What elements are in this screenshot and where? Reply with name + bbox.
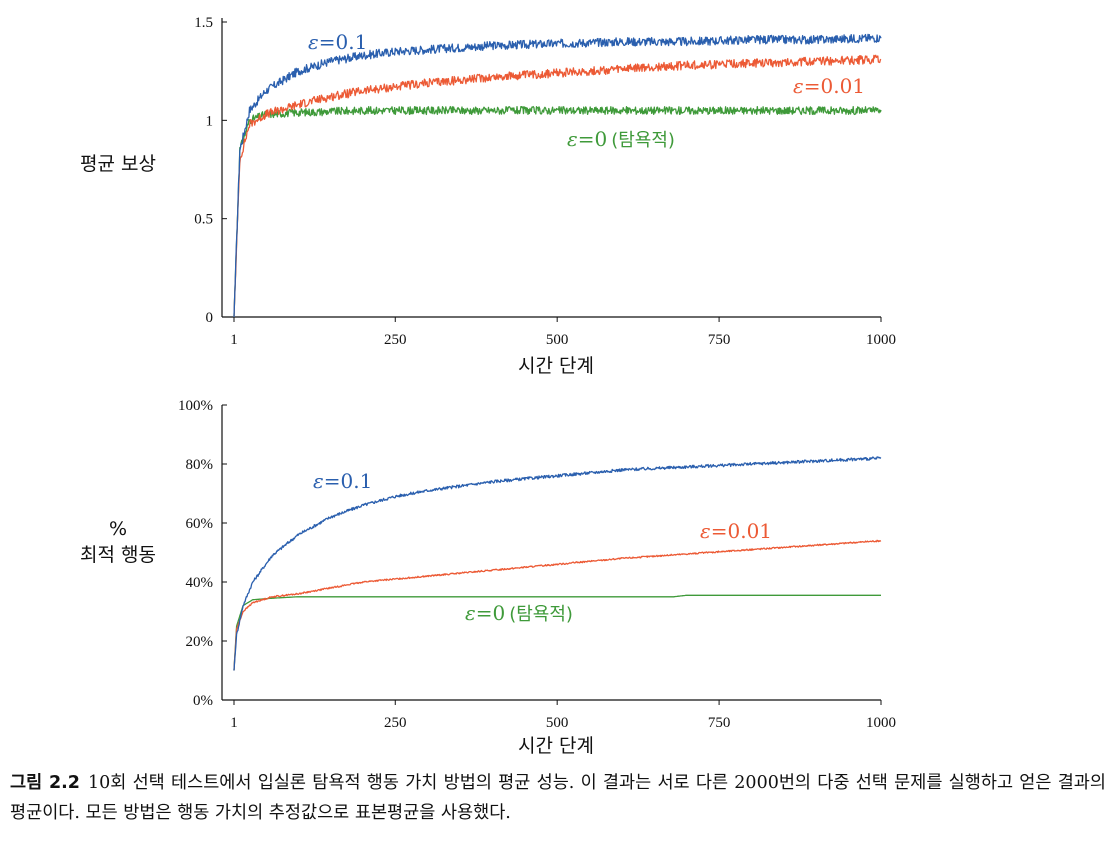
series-label: ε=0.1 <box>313 469 372 493</box>
x-tick-label: 1 <box>230 715 238 731</box>
y-tick-label: 60% <box>186 516 214 532</box>
series-label: ε=0 (탐욕적) <box>465 601 573 625</box>
caption-label: 그림 2.2 <box>10 773 80 793</box>
series-label: ε=0 (탐욕적) <box>567 127 675 151</box>
x-tick-label: 750 <box>708 715 731 731</box>
x-tick-label: 750 <box>708 332 731 348</box>
x-tick-label: 1000 <box>866 715 896 731</box>
y-axis-label: 평균 보상 <box>80 153 156 175</box>
x-tick-label: 500 <box>546 715 569 731</box>
x-axis-label: 시간 단계 <box>518 355 594 377</box>
series-label: ε=0.1 <box>308 30 367 54</box>
series-label: ε=0.01 <box>700 519 772 543</box>
x-axis-label: 시간 단계 <box>518 735 594 757</box>
series-line <box>233 54 882 318</box>
optimal-action-chart: 0% 20% 40% 60% 80% 100% 1 250 500 750 1000 시간 단계 % 최적… <box>80 398 896 757</box>
x-tick-label: 250 <box>384 715 407 731</box>
y-tick-label: 80% <box>186 457 214 473</box>
figure: 0 0.5 1 1.5 1 250 500 750 1000 시간 단계 평균 보상 ε=0.1 ε=0… <box>80 15 896 757</box>
y-tick-label: 100% <box>178 398 213 414</box>
series-label: ε=0.01 <box>793 74 865 98</box>
y-tick-label: 40% <box>186 575 214 591</box>
y-tick-label: 0% <box>193 693 213 709</box>
series-line <box>233 105 882 318</box>
series-line <box>233 594 882 671</box>
series-line <box>233 33 882 318</box>
figure-caption: 그림 2.2 10회 선택 테스트에서 입실론 탐욕적 행동 가치 방법의 평균 … <box>10 768 1106 828</box>
x-tick-label: 1000 <box>866 332 896 348</box>
y-axis-label: % 최적 행동 <box>80 518 156 566</box>
x-tick-label: 250 <box>384 332 407 348</box>
y-tick-label: 1 <box>206 113 214 129</box>
caption-text: 10회 선택 테스트에서 입실론 탐욕적 행동 가치 방법의 평균 성능. 이 … <box>10 773 1107 823</box>
y-tick-label: 20% <box>186 634 214 650</box>
average-reward-chart: 0 0.5 1 1.5 1 250 500 750 1000 시간 단계 평균 보상 ε=0.1 ε=0… <box>80 15 896 377</box>
y-tick-label: 0 <box>206 310 214 326</box>
series-line <box>233 539 882 671</box>
y-tick-label: 1.5 <box>194 15 213 31</box>
y-tick-label: 0.5 <box>194 212 213 228</box>
x-tick-label: 1 <box>230 332 238 348</box>
series-line <box>233 456 882 671</box>
x-tick-label: 500 <box>546 332 569 348</box>
